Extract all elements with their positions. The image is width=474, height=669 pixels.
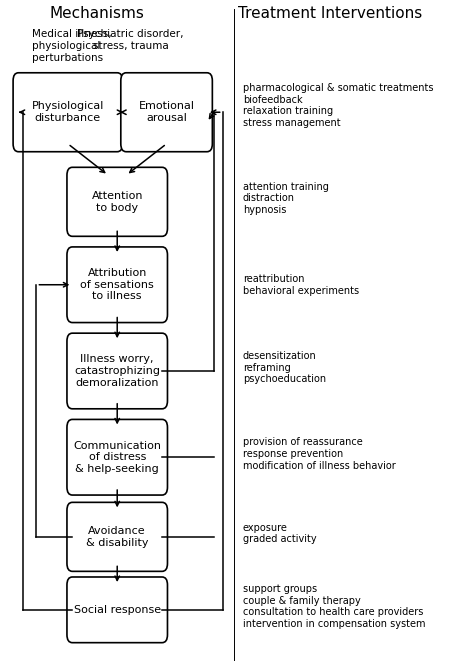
Text: Attention
to body: Attention to body <box>91 191 143 213</box>
Text: Mechanisms: Mechanisms <box>50 6 145 21</box>
Text: Attribution
of sensations
to illness: Attribution of sensations to illness <box>80 268 154 301</box>
Text: Illness worry,
catastrophizing
demoralization: Illness worry, catastrophizing demoraliz… <box>74 355 160 387</box>
Text: Psychiatric disorder,
stress, trauma: Psychiatric disorder, stress, trauma <box>77 29 184 51</box>
FancyBboxPatch shape <box>67 247 167 322</box>
FancyBboxPatch shape <box>67 577 167 643</box>
Text: exposure
graded activity: exposure graded activity <box>243 522 317 545</box>
Text: Medical illness,
physiological
perturbations: Medical illness, physiological perturbat… <box>32 29 111 62</box>
Text: provision of reassurance
response prevention
modification of illness behavior: provision of reassurance response preven… <box>243 438 396 470</box>
Text: Communication
of distress
& help-seeking: Communication of distress & help-seeking <box>73 441 161 474</box>
FancyBboxPatch shape <box>121 73 212 152</box>
Text: reattribution
behavioral experiments: reattribution behavioral experiments <box>243 274 359 296</box>
FancyBboxPatch shape <box>67 419 167 495</box>
FancyBboxPatch shape <box>67 333 167 409</box>
Text: support groups
couple & family therapy
consultation to health care providers
int: support groups couple & family therapy c… <box>243 584 425 629</box>
Text: Emotional
arousal: Emotional arousal <box>138 102 194 123</box>
Text: desensitization
reframing
psychoeducation: desensitization reframing psychoeducatio… <box>243 351 326 384</box>
FancyBboxPatch shape <box>67 167 167 236</box>
FancyBboxPatch shape <box>67 502 167 571</box>
Text: Physiological
disturbance: Physiological disturbance <box>32 102 104 123</box>
Text: pharmacological & somatic treatments
biofeedback
relaxation training
stress mana: pharmacological & somatic treatments bio… <box>243 83 433 128</box>
FancyBboxPatch shape <box>13 73 123 152</box>
Text: Treatment Interventions: Treatment Interventions <box>238 6 422 21</box>
Text: attention training
distraction
hypnosis: attention training distraction hypnosis <box>243 182 329 215</box>
Text: Avoidance
& disability: Avoidance & disability <box>86 526 148 548</box>
Text: Social response: Social response <box>73 605 161 615</box>
